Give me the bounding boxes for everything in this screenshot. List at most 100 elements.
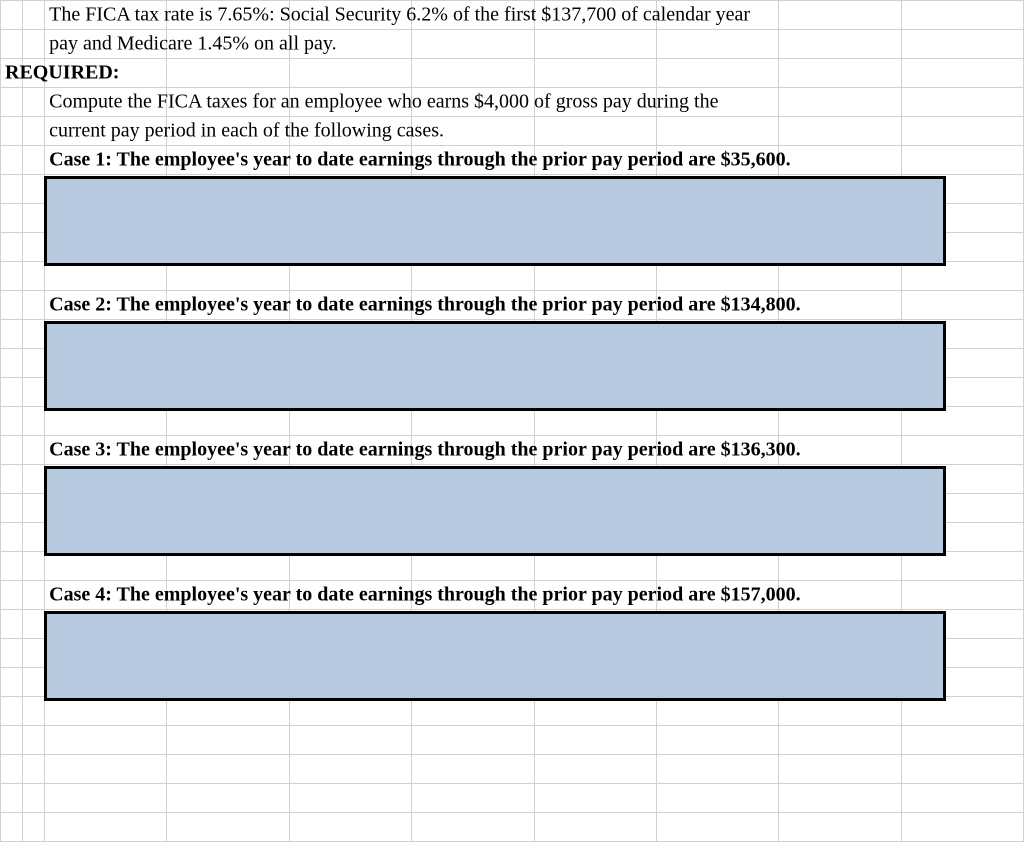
grid-cell[interactable] [412,813,534,842]
grid-cell[interactable] [23,262,45,291]
grid-cell[interactable] [779,59,901,88]
grid-cell[interactable] [23,523,45,552]
grid-cell[interactable] [23,117,45,146]
answer-input-box[interactable] [44,611,946,701]
grid-cell[interactable] [23,30,45,59]
grid-cell[interactable] [23,813,45,842]
grid-cell[interactable] [167,755,289,784]
grid-cell[interactable]: Case 1: The employee's year to date earn… [45,146,167,175]
grid-cell[interactable] [23,552,45,581]
grid-cell[interactable] [412,726,534,755]
grid-cell[interactable] [45,726,167,755]
grid-cell[interactable] [23,146,45,175]
grid-cell[interactable] [901,436,1023,465]
grid-cell[interactable] [1,175,23,204]
grid-cell[interactable] [1,233,23,262]
grid-cell[interactable] [901,726,1023,755]
grid-cell[interactable] [23,233,45,262]
grid-cell[interactable] [45,813,167,842]
grid-cell[interactable] [1,88,23,117]
grid-cell[interactable] [779,30,901,59]
grid-cell[interactable] [779,117,901,146]
grid-cell[interactable] [1,697,23,726]
grid-cell[interactable] [1,784,23,813]
grid-cell[interactable] [23,88,45,117]
grid-cell[interactable] [289,755,411,784]
grid-cell[interactable]: pay and Medicare 1.45% on all pay. [45,30,167,59]
grid-cell[interactable] [23,1,45,30]
grid-cell[interactable]: Case 2: The employee's year to date earn… [45,291,167,320]
grid-cell[interactable] [1,668,23,697]
grid-cell[interactable] [1,465,23,494]
grid-cell[interactable] [23,697,45,726]
grid-cell[interactable] [167,813,289,842]
grid-cell[interactable] [23,320,45,349]
grid-cell[interactable] [23,668,45,697]
answer-input-box[interactable] [44,176,946,266]
grid-cell[interactable] [23,755,45,784]
grid-cell[interactable] [23,784,45,813]
grid-cell[interactable] [779,88,901,117]
grid-cell[interactable] [289,813,411,842]
grid-cell[interactable]: The FICA tax rate is 7.65%: Social Secur… [45,1,167,30]
answer-input-box[interactable] [44,466,946,556]
grid-cell[interactable] [1,349,23,378]
grid-cell[interactable] [779,1,901,30]
grid-cell[interactable] [534,784,656,813]
grid-cell[interactable]: Case 4: The employee's year to date earn… [45,581,167,610]
grid-cell[interactable] [412,30,534,59]
grid-cell[interactable] [656,755,778,784]
grid-cell[interactable] [1,726,23,755]
grid-cell[interactable] [534,726,656,755]
grid-cell[interactable] [23,581,45,610]
grid-cell[interactable] [23,204,45,233]
grid-cell[interactable] [656,726,778,755]
grid-cell[interactable] [167,726,289,755]
grid-cell[interactable] [1,204,23,233]
grid-cell[interactable] [1,494,23,523]
grid-cell[interactable] [901,291,1023,320]
grid-cell[interactable] [534,117,656,146]
grid-cell[interactable] [1,320,23,349]
grid-cell[interactable] [901,784,1023,813]
grid-cell[interactable] [901,30,1023,59]
grid-cell[interactable]: Case 3: The employee's year to date earn… [45,436,167,465]
grid-cell[interactable] [901,59,1023,88]
grid-cell[interactable] [656,784,778,813]
grid-cell[interactable] [1,436,23,465]
grid-cell[interactable]: Compute the FICA taxes for an employee w… [45,88,167,117]
grid-cell[interactable] [1,581,23,610]
grid-cell[interactable] [779,784,901,813]
grid-cell[interactable] [167,59,289,88]
grid-cell[interactable] [534,755,656,784]
grid-cell[interactable] [534,30,656,59]
grid-cell[interactable] [901,1,1023,30]
grid-cell[interactable]: REQUIRED: [1,59,23,88]
grid-cell[interactable] [1,407,23,436]
grid-cell[interactable] [1,117,23,146]
grid-cell[interactable]: current pay period in each of the follow… [45,117,167,146]
grid-cell[interactable] [656,117,778,146]
grid-cell[interactable] [779,146,901,175]
grid-cell[interactable] [1,378,23,407]
grid-cell[interactable] [1,1,23,30]
grid-cell[interactable] [412,755,534,784]
grid-cell[interactable] [1,291,23,320]
grid-cell[interactable] [23,175,45,204]
grid-cell[interactable] [1,755,23,784]
grid-cell[interactable] [23,407,45,436]
grid-cell[interactable] [23,610,45,639]
grid-cell[interactable] [779,813,901,842]
grid-cell[interactable] [901,117,1023,146]
grid-cell[interactable] [901,581,1023,610]
grid-cell[interactable] [1,523,23,552]
grid-cell[interactable] [656,59,778,88]
grid-cell[interactable] [901,88,1023,117]
grid-cell[interactable] [779,726,901,755]
grid-cell[interactable] [901,755,1023,784]
grid-cell[interactable] [534,59,656,88]
grid-cell[interactable] [1,552,23,581]
grid-cell[interactable] [289,784,411,813]
grid-cell[interactable] [23,291,45,320]
grid-cell[interactable] [289,726,411,755]
